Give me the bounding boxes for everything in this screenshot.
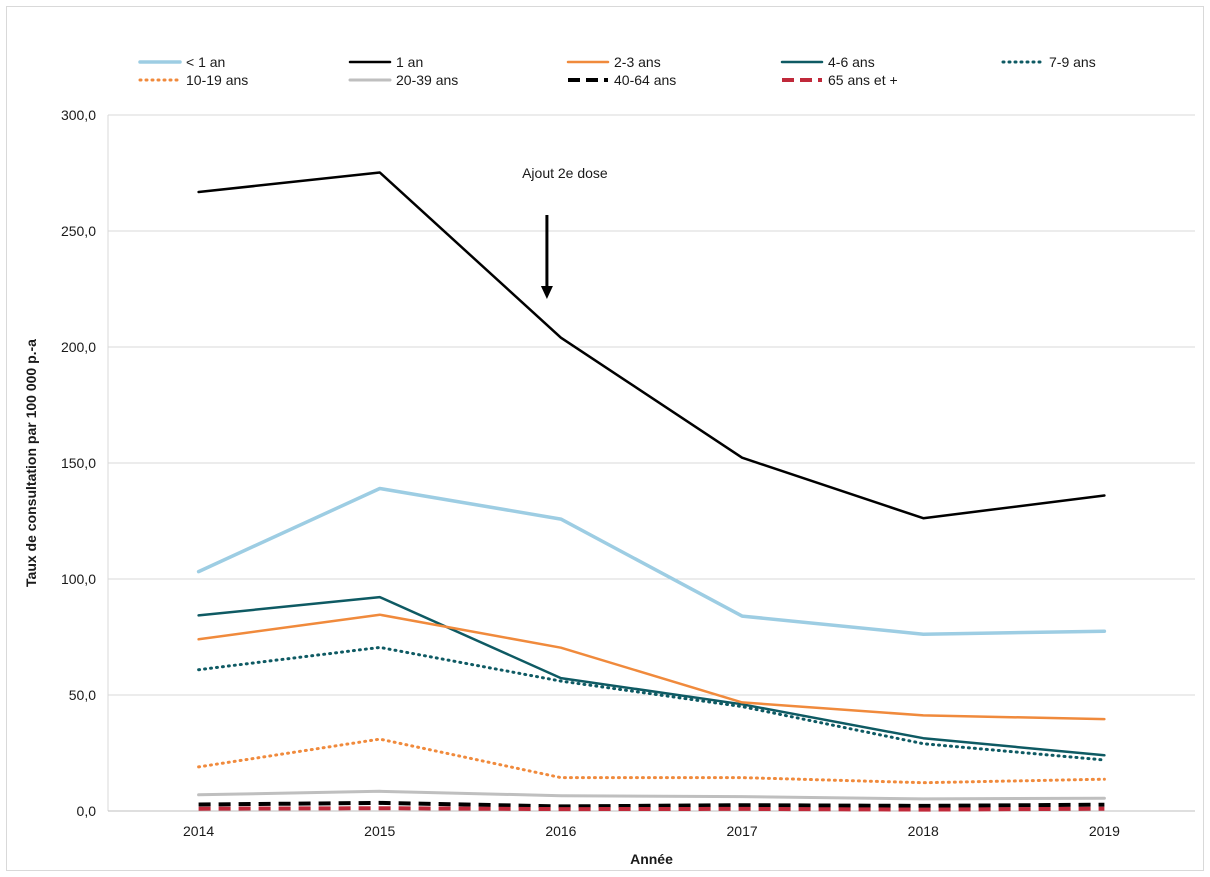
x-tick-labels: 2014 2015 2016 2017 2018 2019 <box>183 823 1120 839</box>
y-axis-title: Taux de consultation par 100 000 p.-a <box>23 339 39 587</box>
series-line-40-64-ans <box>198 800 1105 809</box>
series-line-2-3-ans <box>197 613 1106 721</box>
legend-item: 1 an <box>348 54 423 70</box>
series-line-10-19-ans <box>197 737 1106 785</box>
legend: < 1 an 1 an 2-3 ans 4-6 ans 7-9 ans 10-19 ans… <box>138 54 1096 88</box>
series-lines <box>196 171 1107 812</box>
legend-item: 7-9 ans <box>1001 54 1096 70</box>
legend-item: 20-39 ans <box>348 72 458 88</box>
legend-label: 4-6 ans <box>828 54 875 70</box>
series-line-7-9-ans <box>197 645 1106 762</box>
series-line-20-39-ans <box>197 789 1106 801</box>
series-line-65-ans-et <box>198 806 1105 812</box>
legend-item: 10-19 ans <box>138 72 248 88</box>
legend-item: 40-64 ans <box>568 72 676 88</box>
gridlines <box>108 114 1195 696</box>
legend-label: 65 ans et + <box>828 72 898 88</box>
series-line-1-an <box>197 171 1106 520</box>
y-tick-label: 0,0 <box>77 803 97 819</box>
y-tick-label: 200,0 <box>61 339 96 355</box>
y-tick-labels: 0,0 50,0 100,0 150,0 200,0 250,0 300,0 <box>61 107 96 819</box>
x-tick-label: 2018 <box>908 823 939 839</box>
annotation-text: Ajout 2e dose <box>522 165 608 181</box>
x-tick-label: 2015 <box>364 823 395 839</box>
x-tick-label: 2019 <box>1089 823 1120 839</box>
legend-label: 7-9 ans <box>1049 54 1096 70</box>
legend-item: 2-3 ans <box>566 54 661 70</box>
legend-item: 4-6 ans <box>780 54 875 70</box>
y-tick-label: 100,0 <box>61 571 96 587</box>
x-tick-label: 2014 <box>183 823 214 839</box>
legend-label: 1 an <box>396 54 423 70</box>
y-tick-label: 50,0 <box>69 687 96 703</box>
annotation-arrow-head <box>540 286 553 299</box>
series-line-1-an <box>196 486 1107 636</box>
annotation: Ajout 2e dose <box>522 165 608 299</box>
legend-label: 2-3 ans <box>614 54 661 70</box>
axes <box>107 115 1195 812</box>
y-tick-label: 150,0 <box>61 455 96 471</box>
legend-label: 10-19 ans <box>186 72 248 88</box>
series-line-4-6-ans <box>197 595 1106 757</box>
x-tick-label: 2016 <box>545 823 576 839</box>
legend-label: 40-64 ans <box>614 72 676 88</box>
x-axis-title: Année <box>630 851 673 867</box>
legend-item: < 1 an <box>138 54 225 70</box>
y-tick-label: 300,0 <box>61 107 96 123</box>
legend-item: 65 ans et + <box>782 72 898 88</box>
chart-frame <box>6 6 1204 871</box>
legend-label: 20-39 ans <box>396 72 458 88</box>
y-tick-label: 250,0 <box>61 223 96 239</box>
legend-label: < 1 an <box>186 54 225 70</box>
x-tick-label: 2017 <box>727 823 758 839</box>
